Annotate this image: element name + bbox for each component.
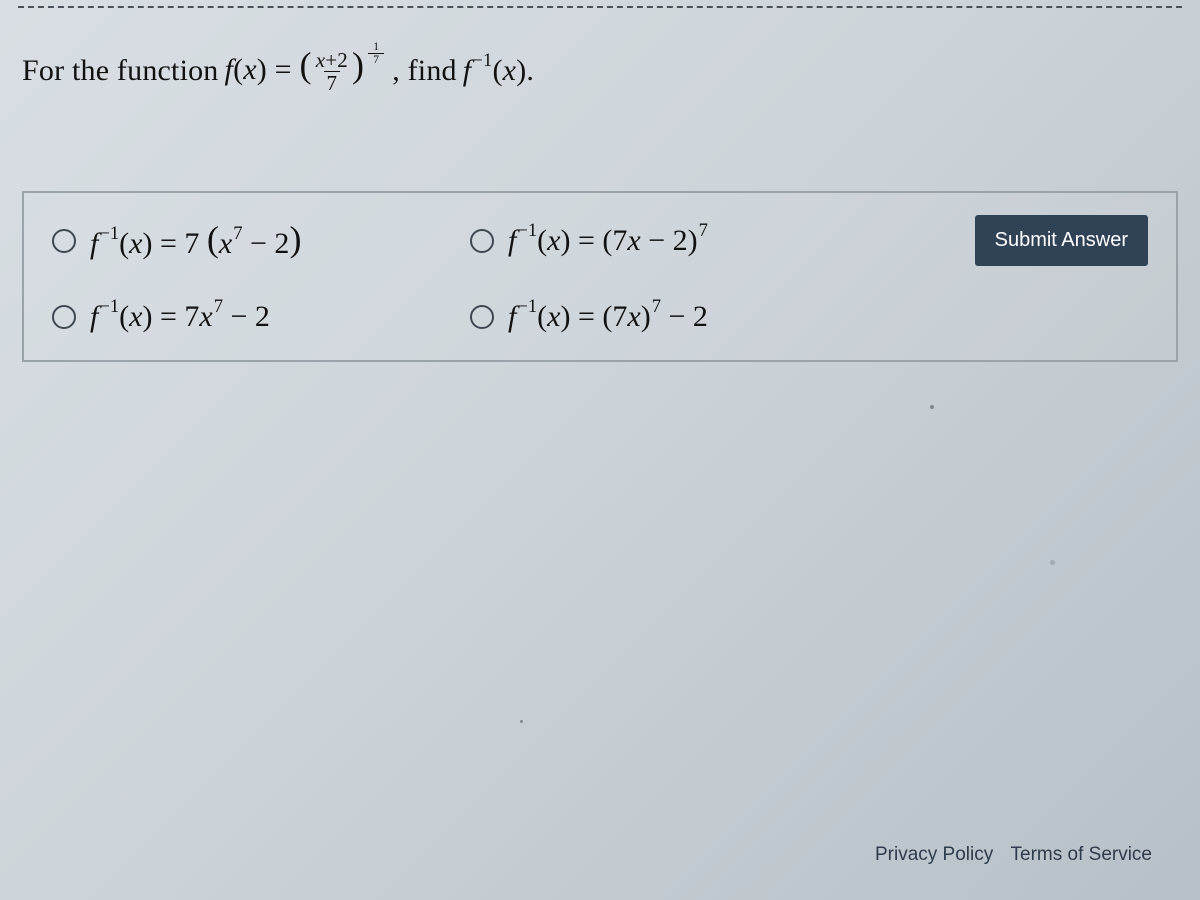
eqa: =: [152, 227, 184, 260]
invc: −1: [99, 296, 119, 317]
c-7: 7: [184, 300, 199, 333]
rpa: ): [142, 227, 152, 260]
fb: f: [508, 224, 516, 257]
a-lp: (: [207, 219, 219, 259]
a-e7: 7: [233, 223, 242, 244]
rpc: ): [142, 300, 152, 333]
rpb: ): [560, 224, 570, 257]
c-m2: − 2: [223, 300, 270, 333]
options-box: f−1(x) = 7 (x7 − 2) f−1(x) = (7x − 2)7 S…: [22, 191, 1178, 362]
option-a[interactable]: f−1(x) = 7 (x7 − 2): [52, 220, 452, 262]
d-m2: − 2: [661, 300, 708, 333]
fc: f: [90, 300, 98, 333]
c-e7: 7: [214, 296, 223, 317]
frac-num-x: x: [316, 48, 326, 72]
a-rp: ): [289, 219, 301, 259]
d-x: x: [627, 300, 640, 333]
x2: x: [503, 54, 517, 87]
big-rp: ): [352, 45, 364, 85]
b-e7: 7: [699, 220, 708, 241]
inverse-exp: −1: [472, 50, 492, 71]
inner-fraction: x+27: [314, 49, 350, 95]
d-lp: (: [602, 300, 612, 333]
radio-a[interactable]: [52, 229, 76, 253]
option-c-expr: f−1(x) = 7x7 − 2: [90, 300, 270, 334]
eq: =: [267, 53, 300, 86]
f-symbol: f: [225, 53, 234, 86]
option-c[interactable]: f−1(x) = 7x7 − 2: [52, 300, 452, 334]
lp2: (: [492, 54, 502, 87]
question-prefix: For the function: [22, 54, 219, 88]
rp2: ): [516, 54, 526, 87]
inva: −1: [99, 223, 119, 244]
lpc: (: [119, 300, 129, 333]
radio-b[interactable]: [470, 229, 494, 253]
xd: x: [547, 300, 560, 333]
dust-speck: [520, 720, 523, 723]
invb: −1: [517, 220, 537, 241]
question-expression: f(x) = (x+27)17: [225, 46, 387, 95]
option-d-expr: f−1(x) = (7x)7 − 2: [508, 300, 708, 334]
b-rp: ): [688, 224, 698, 257]
comma-find: , find: [392, 54, 457, 88]
outer-exponent: 17: [366, 43, 386, 62]
lpb: (: [537, 224, 547, 257]
option-b-expr: f−1(x) = (7x − 2)7: [508, 224, 708, 258]
lpa: (: [119, 227, 129, 260]
radio-d[interactable]: [470, 305, 494, 329]
exp-num: 1: [371, 41, 381, 53]
d-7: 7: [612, 300, 627, 333]
b-m2: − 2: [641, 224, 688, 257]
dust-speck: [1050, 560, 1055, 565]
b-7: 7: [612, 224, 627, 257]
a-m2: − 2: [243, 227, 290, 260]
fa: f: [90, 227, 98, 260]
frac-den: 7: [324, 71, 341, 95]
frac-num-plus2: +2: [325, 48, 348, 72]
footer: Privacy Policy Terms of Service: [863, 844, 1152, 866]
big-lp: (: [300, 45, 312, 85]
lp: (: [233, 53, 243, 86]
a-x: x: [219, 227, 232, 260]
eqd: =: [570, 300, 602, 333]
lpd: (: [537, 300, 547, 333]
x-symbol: x: [243, 53, 257, 86]
fd: f: [508, 300, 516, 333]
c-x: x: [199, 300, 212, 333]
xc: x: [129, 300, 142, 333]
quiz-screen: For the function f(x) = (x+27)17 , find …: [0, 0, 1200, 900]
radio-c[interactable]: [52, 305, 76, 329]
a-7: 7: [184, 227, 199, 260]
f-symbol-2: f: [463, 54, 472, 87]
option-d[interactable]: f−1(x) = (7x)7 − 2: [470, 300, 910, 334]
eqc: =: [152, 300, 184, 333]
privacy-link[interactable]: Privacy Policy: [875, 844, 993, 865]
option-a-expr: f−1(x) = 7 (x7 − 2): [90, 220, 301, 262]
dust-speck: [930, 405, 934, 409]
xb: x: [547, 224, 560, 257]
period: .: [526, 54, 534, 87]
top-dashed-divider: [18, 6, 1182, 8]
xa: x: [129, 227, 142, 260]
invd: −1: [517, 296, 537, 317]
b-x: x: [627, 224, 640, 257]
exp-den: 7: [368, 53, 384, 67]
d-e7: 7: [652, 296, 661, 317]
b-lp: (: [602, 224, 612, 257]
rp: ): [257, 53, 267, 86]
submit-button[interactable]: Submit Answer: [975, 215, 1148, 266]
question-text: For the function f(x) = (x+27)17 , find …: [22, 46, 1178, 95]
d-rp: ): [641, 300, 651, 333]
rpd: ): [560, 300, 570, 333]
terms-link[interactable]: Terms of Service: [1011, 844, 1152, 865]
option-b[interactable]: f−1(x) = (7x − 2)7: [470, 224, 910, 258]
eqb: =: [570, 224, 602, 257]
target-expression: f−1(x).: [463, 54, 534, 88]
